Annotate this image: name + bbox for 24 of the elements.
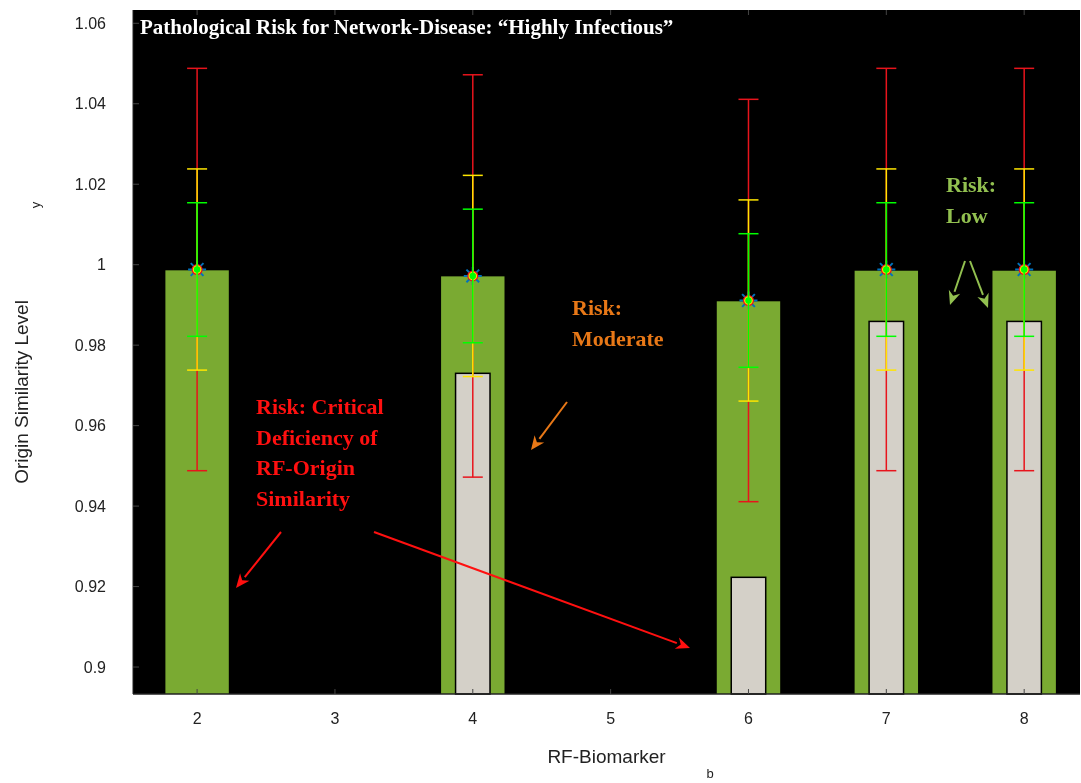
x-tick-label: 6 <box>744 710 754 727</box>
y-tick-label: 0.98 <box>74 336 107 354</box>
y-tick-label: 1.04 <box>74 95 107 113</box>
y-axis-title: Origin Similarity Level <box>11 300 32 484</box>
y-tick-label: 0.92 <box>74 578 107 596</box>
x-tick-label: 5 <box>606 710 616 727</box>
annotation: Risk: Low <box>946 172 997 228</box>
y-tick-label: 0.94 <box>74 497 107 515</box>
text: b <box>706 766 714 781</box>
x-tick-label: 8 <box>1019 710 1029 727</box>
x-axis-title: RF-Biomarker <box>547 746 667 767</box>
chart-title: Pathological Risk for Network-Disease: “Highly Infectious” <box>140 15 674 39</box>
x-tick-label: 7 <box>881 710 891 727</box>
x-tick-label: 4 <box>468 710 478 727</box>
x-tick-label: 2 <box>192 710 202 727</box>
y-tick-label: 0.96 <box>74 417 107 435</box>
annotation: Risk: Critical Deficiency of RF-Origin Similarity <box>256 394 384 511</box>
y-tick-label: 1.02 <box>74 175 107 193</box>
x-tick-label: 3 <box>330 710 340 727</box>
text: y <box>28 201 43 209</box>
y-tick-label: 1.06 <box>74 14 107 32</box>
annotation: Risk: Moderate <box>572 295 664 351</box>
y-tick-label: 0.9 <box>83 658 107 676</box>
y-tick-label: 1 <box>97 256 107 274</box>
